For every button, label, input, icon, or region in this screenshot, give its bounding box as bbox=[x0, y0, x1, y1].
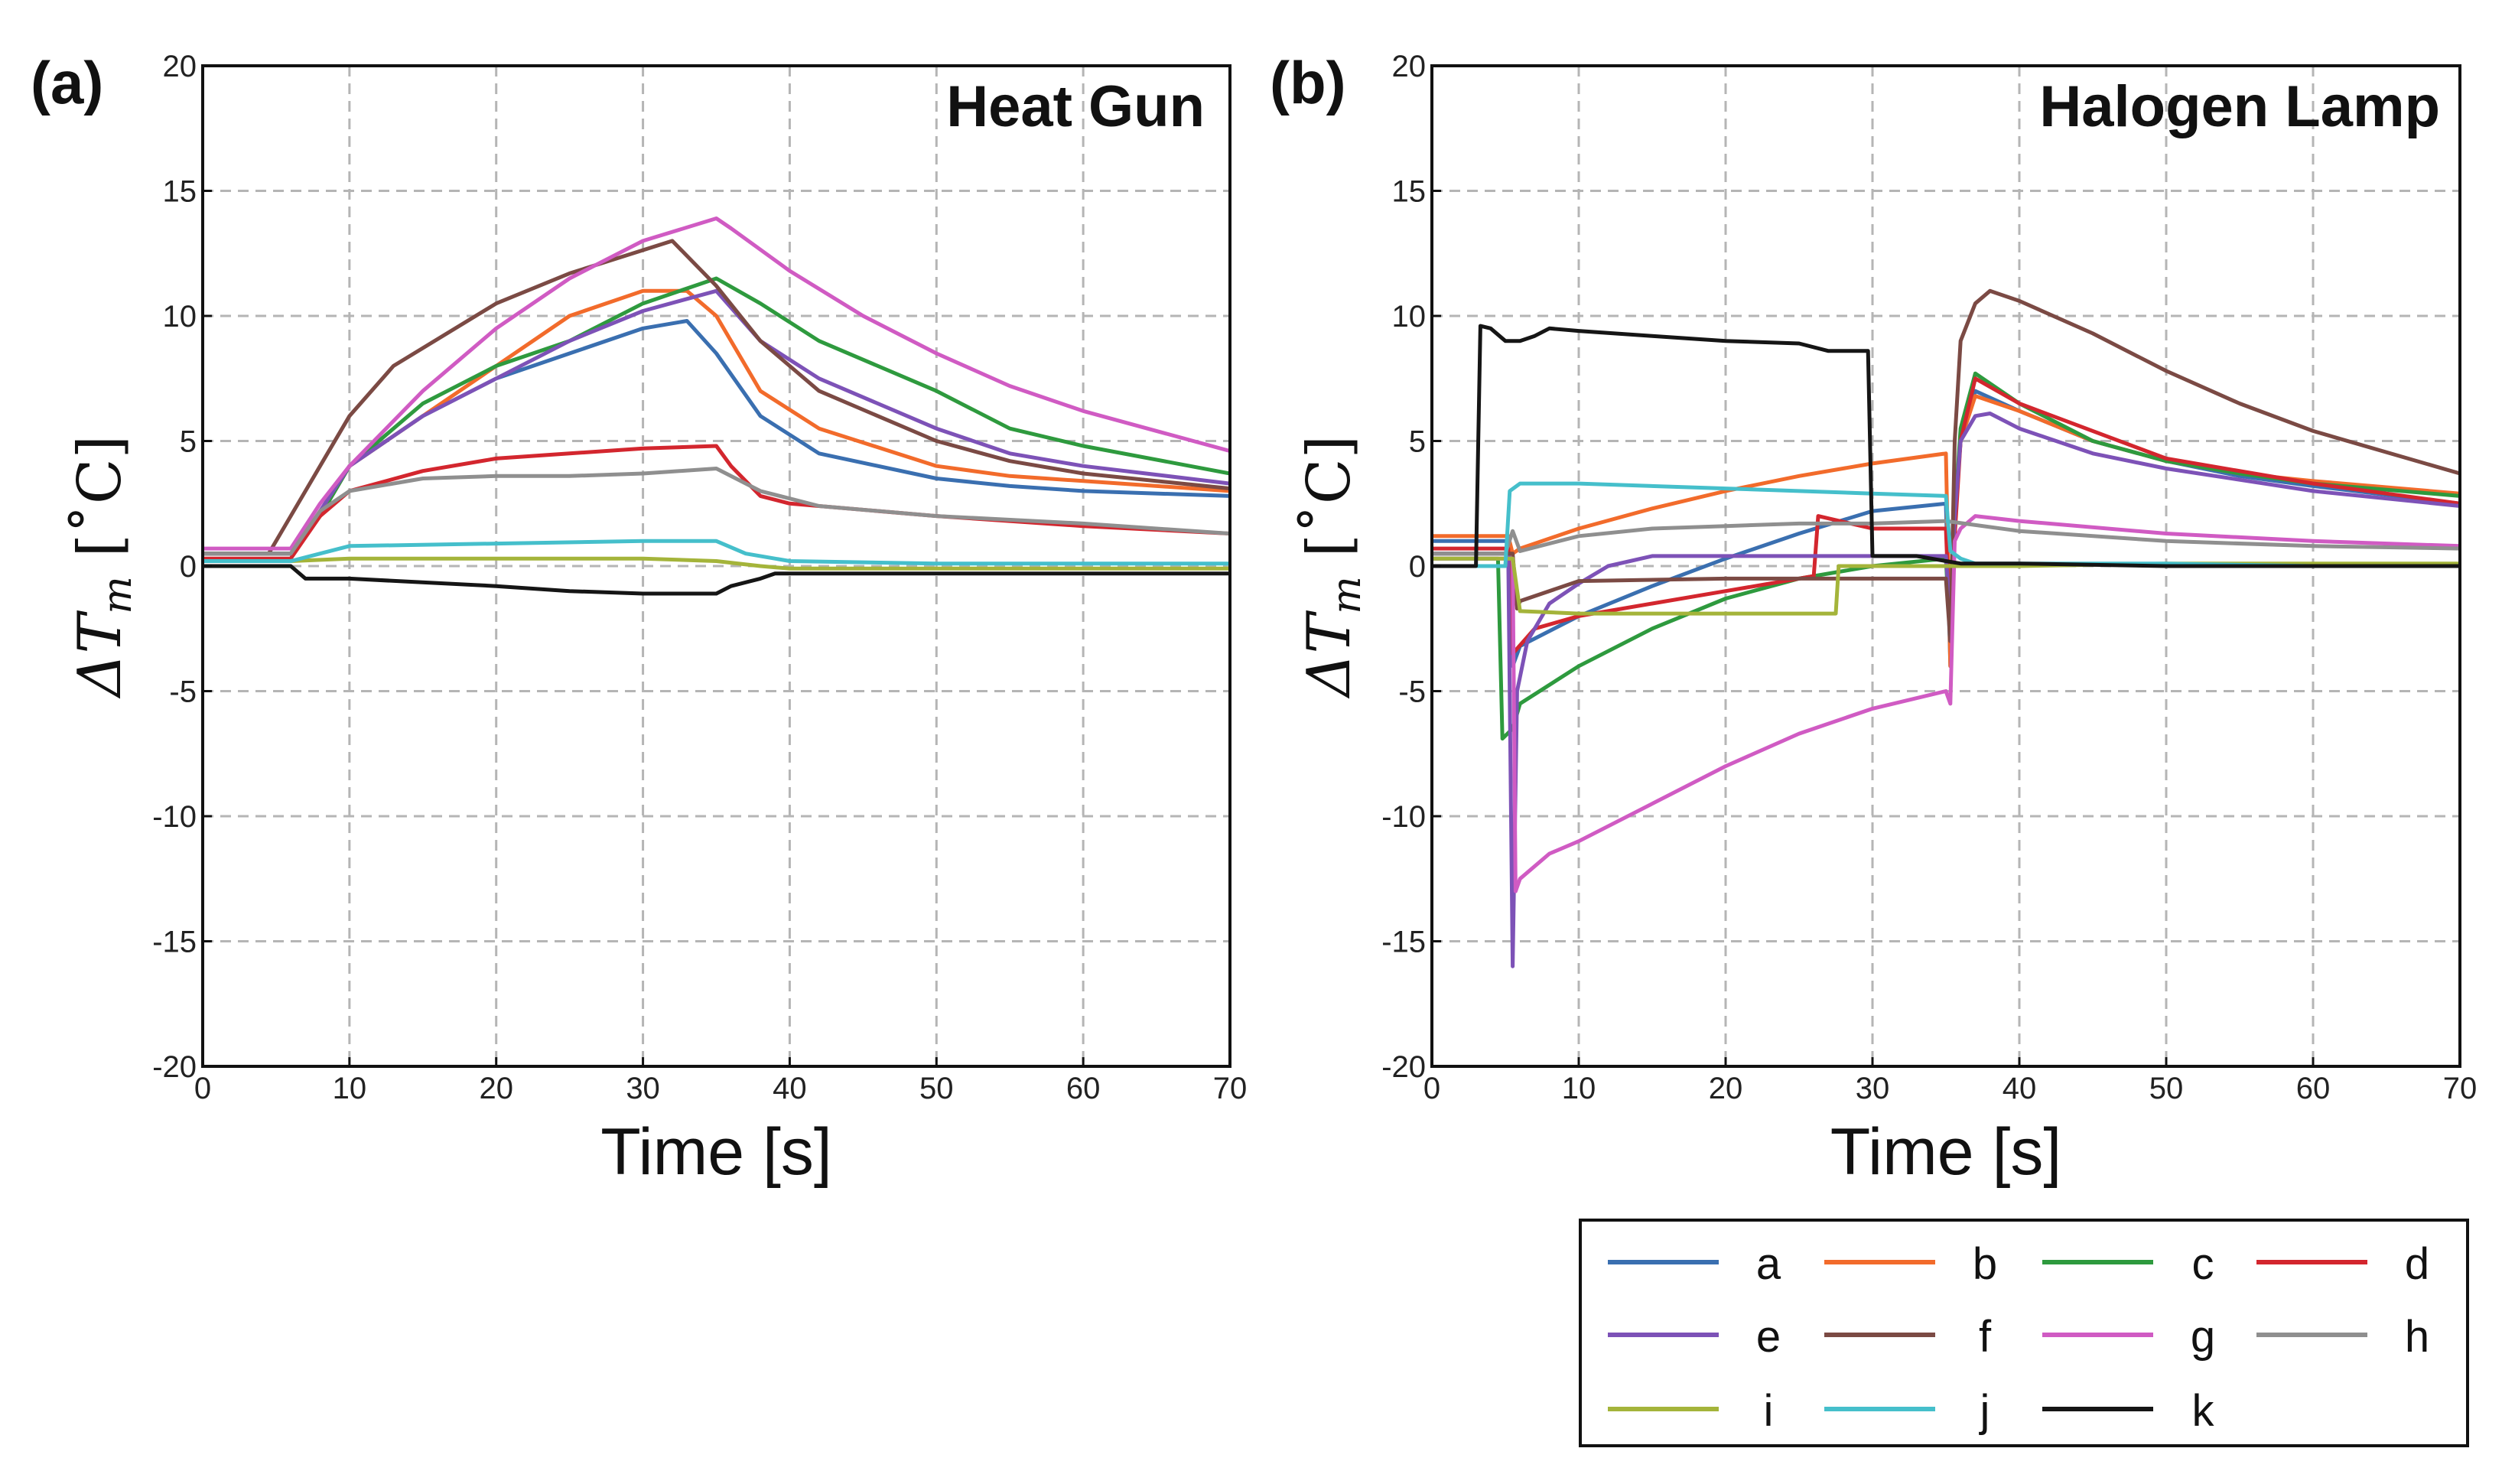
x-tick-label: 50 bbox=[2149, 1072, 2184, 1105]
x-tick-label: 70 bbox=[1213, 1072, 1248, 1105]
x-axis-label: Time [s] bbox=[1830, 1115, 2062, 1189]
legend-label: b bbox=[1973, 1239, 1997, 1289]
y-tick-label: 0 bbox=[180, 550, 197, 584]
y-tick-label: -15 bbox=[1381, 926, 1426, 959]
x-tick-label: 30 bbox=[626, 1072, 660, 1105]
series-line-b bbox=[203, 288, 1230, 556]
legend-label: g bbox=[2191, 1312, 2215, 1362]
y-tick-label: -5 bbox=[169, 675, 197, 709]
panel-halogen-lamp: 0 10 20 30 40 50 60 70 -20 -15 -10 -5 0 5 10 15 20 Time [… bbox=[1270, 49, 2477, 1189]
series-line-k bbox=[1432, 324, 2460, 568]
x-tick-label: 60 bbox=[1066, 1072, 1101, 1105]
legend-label: i bbox=[1764, 1386, 1774, 1436]
x-axis-label: Time [s] bbox=[600, 1115, 832, 1189]
x-tick-label: 60 bbox=[2296, 1072, 2331, 1105]
legend-label: a bbox=[1756, 1239, 1781, 1289]
y-tick-label: 15 bbox=[163, 175, 197, 209]
legend-item-e: e bbox=[1608, 1312, 1781, 1362]
y-tick-label: 5 bbox=[180, 425, 197, 459]
x-tick-label: 70 bbox=[2443, 1072, 2478, 1105]
x-tick-label: 40 bbox=[773, 1072, 807, 1105]
legend-label: d bbox=[2405, 1239, 2429, 1289]
y-tick-label: -20 bbox=[1381, 1050, 1426, 1084]
y-tick-label: 10 bbox=[163, 300, 197, 334]
y-axis-label: ΔTm [˚C] bbox=[1295, 435, 1370, 699]
x-tick-label: 40 bbox=[2003, 1072, 2037, 1105]
series-line-j bbox=[203, 539, 1230, 566]
legend-item-d: d bbox=[2256, 1239, 2429, 1289]
y-tick-label: -5 bbox=[1398, 675, 1426, 709]
x-tick-label: 50 bbox=[919, 1072, 954, 1105]
y-tick-label: -10 bbox=[152, 800, 197, 834]
legend: a b c d e f g h i j k bbox=[1579, 1219, 2469, 1447]
legend-item-c: c bbox=[2042, 1239, 2214, 1289]
legend-label: f bbox=[1979, 1312, 1992, 1362]
series-line-k bbox=[203, 564, 1230, 596]
legend-label: h bbox=[2405, 1312, 2429, 1362]
legend-label: j bbox=[1979, 1386, 1990, 1436]
legend-item-k: k bbox=[2042, 1386, 2215, 1436]
series-line-c bbox=[203, 276, 1230, 556]
y-tick-label: 0 bbox=[1409, 550, 1426, 584]
series-line-g bbox=[203, 216, 1230, 551]
y-tick-label: 20 bbox=[163, 50, 197, 83]
y-tick-label: 20 bbox=[1392, 50, 1427, 83]
y-tick-label: 15 bbox=[1392, 175, 1427, 209]
panel-label: (a) bbox=[31, 49, 103, 116]
panel-title: Halogen Lamp bbox=[2039, 74, 2440, 139]
y-tick-label: -15 bbox=[152, 926, 197, 959]
legend-item-h: h bbox=[2256, 1312, 2429, 1362]
series-group bbox=[203, 216, 1230, 596]
panel-heat-gun: 0 10 20 30 40 50 60 70 -20 -15 -10 -5 0 5 10 15 20 Time [… bbox=[31, 49, 1247, 1189]
x-tick-label: 10 bbox=[1562, 1072, 1596, 1105]
series-line-f bbox=[1432, 288, 2460, 643]
legend-item-i: i bbox=[1608, 1386, 1773, 1436]
legend-item-j: j bbox=[1824, 1386, 1990, 1436]
series-line-h bbox=[203, 467, 1230, 556]
x-tick-label: 30 bbox=[1856, 1072, 1890, 1105]
series-line-a bbox=[203, 319, 1230, 556]
y-tick-label: -20 bbox=[152, 1050, 197, 1084]
series-line-h bbox=[1432, 519, 2460, 556]
series-line-e bbox=[203, 288, 1230, 556]
y-tick-label: -10 bbox=[1381, 800, 1426, 834]
series-group bbox=[1432, 288, 2460, 968]
x-tick-label: 20 bbox=[479, 1072, 513, 1105]
y-tick-label: 10 bbox=[1392, 300, 1427, 334]
legend-label: c bbox=[2192, 1239, 2214, 1289]
series-line-f bbox=[203, 239, 1230, 556]
panel-label: (b) bbox=[1270, 49, 1346, 116]
x-tick-label: 10 bbox=[333, 1072, 367, 1105]
x-tick-label: 20 bbox=[1709, 1072, 1743, 1105]
series-line-i bbox=[203, 556, 1230, 571]
legend-item-g: g bbox=[2042, 1312, 2215, 1362]
panel-title: Heat Gun bbox=[946, 74, 1205, 139]
legend-item-b: b bbox=[1824, 1239, 1997, 1289]
x-tick-label: 0 bbox=[1423, 1072, 1440, 1105]
legend-label: e bbox=[1756, 1312, 1781, 1362]
x-tick-label: 0 bbox=[194, 1072, 211, 1105]
legend-item-a: a bbox=[1608, 1239, 1781, 1289]
y-axis-label: ΔTm [˚C] bbox=[66, 435, 141, 699]
legend-item-f: f bbox=[1824, 1312, 1992, 1362]
series-line-g bbox=[1432, 514, 2460, 893]
legend-label: k bbox=[2192, 1386, 2215, 1436]
y-tick-label: 5 bbox=[1409, 425, 1426, 459]
